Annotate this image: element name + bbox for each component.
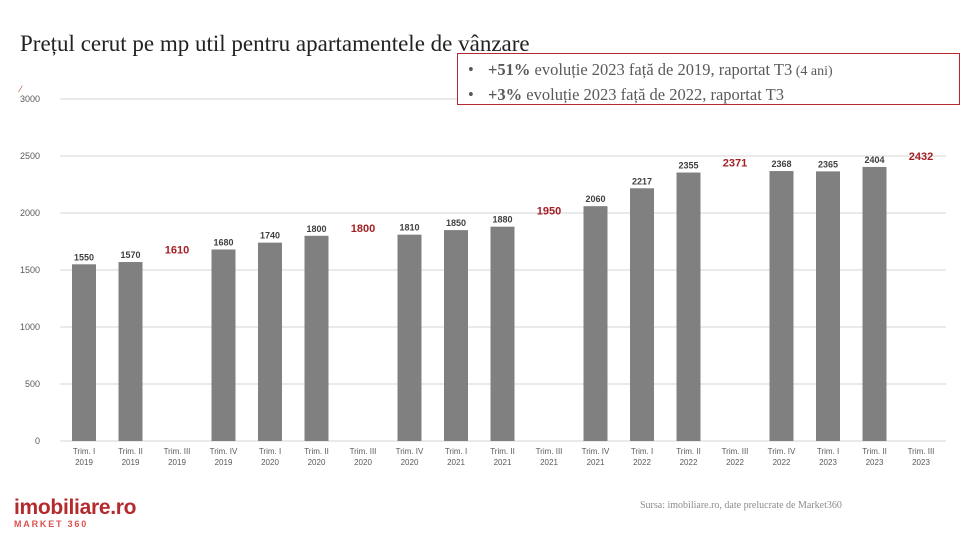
source-note: Sursa: imobiliare.ro, date prelucrate de…	[640, 500, 842, 511]
y-tick-label: 3000	[20, 94, 40, 104]
x-tick-label: Trim. III	[164, 447, 191, 456]
bar	[304, 235, 329, 441]
data-label: 1880	[492, 215, 512, 225]
x-tick-label: Trim. IV	[210, 447, 238, 456]
data-label: 2365	[818, 159, 838, 169]
x-tick-label-year: 2022	[633, 458, 651, 467]
x-tick-label: Trim. I	[631, 447, 653, 456]
x-tick-label: Trim. I	[817, 447, 839, 456]
bar	[676, 172, 701, 441]
bar	[769, 171, 794, 441]
x-tick-label: Trim. II	[676, 447, 701, 456]
data-label: 2217	[632, 176, 652, 186]
y-axis-ticks: 0 500 1000 1500 2000 2500 3000	[20, 94, 40, 446]
x-tick-label-year: 2020	[308, 458, 326, 467]
x-axis-ticks: Trim. I 2019 Trim. II 2019 Trim. III 2019 Trim…	[73, 447, 935, 467]
x-tick-label: Trim. IV	[396, 447, 424, 456]
data-label: 1850	[446, 218, 466, 228]
x-tick-label: Trim. III	[722, 447, 749, 456]
x-tick-label-year: 2021	[540, 458, 558, 467]
x-tick-label-year: 2022	[726, 458, 744, 467]
bar	[862, 166, 887, 441]
x-tick-label: Trim. I	[73, 447, 95, 456]
bar	[72, 264, 96, 441]
x-tick-label-year: 2019	[168, 458, 186, 467]
x-tick-label: Trim. III	[908, 447, 935, 456]
bullet-icon: •	[468, 60, 474, 79]
bar	[118, 262, 143, 441]
bullet-icon: •	[468, 85, 474, 104]
x-tick-label-year: 2023	[866, 458, 884, 467]
data-label: 2368	[771, 159, 791, 169]
data-label: 1800	[306, 224, 326, 234]
callout-box: • +51% evoluție 2023 față de 2019, raport…	[457, 53, 960, 105]
x-tick-label: Trim. II	[304, 447, 329, 456]
x-tick-label: Trim. III	[350, 447, 377, 456]
x-tick-label-year: 2019	[75, 458, 93, 467]
data-label: 2355	[678, 161, 698, 171]
x-tick-label-year: 2021	[494, 458, 512, 467]
x-tick-label-year: 2019	[122, 458, 140, 467]
data-label-highlight: 1800	[351, 223, 375, 235]
x-tick-label: Trim. II	[118, 447, 143, 456]
x-tick-label: Trim. I	[259, 447, 281, 456]
logo-wordmark: imobiliare.ro	[14, 496, 137, 519]
x-tick-label-year: 2020	[354, 458, 372, 467]
bar	[444, 230, 468, 441]
data-labels: 1550 1570 1610 1680 1740 1800 1800 1810 1850 1880…	[74, 151, 933, 263]
data-label: 2404	[864, 155, 884, 165]
bar	[630, 188, 654, 441]
x-tick-label: Trim. II	[490, 447, 515, 456]
callout-line-2022: • +3% evoluție 2023 față de 2022, raporta…	[468, 85, 784, 104]
x-tick-label-year: 2022	[773, 458, 791, 467]
data-label-highlight: 2371	[723, 158, 747, 170]
y-tick-label: 1000	[20, 322, 40, 332]
bar	[583, 206, 608, 441]
bar	[397, 234, 422, 441]
data-label-highlight: 2432	[909, 151, 933, 163]
y-tick-label: 0	[35, 436, 40, 446]
x-tick-label-year: 2021	[447, 458, 465, 467]
x-tick-label-year: 2022	[680, 458, 698, 467]
data-label: 1810	[399, 223, 419, 233]
x-tick-label: Trim. III	[536, 447, 563, 456]
bar	[258, 242, 282, 441]
data-label: 1550	[74, 252, 94, 262]
data-label-highlight: 1950	[537, 206, 561, 218]
slide-mark-icon: ⁄	[20, 84, 22, 94]
bar	[211, 249, 236, 441]
x-tick-label: Trim. IV	[768, 447, 796, 456]
x-tick-label: Trim. II	[862, 447, 887, 456]
y-tick-label: 500	[25, 379, 40, 389]
data-label: 1740	[260, 231, 280, 241]
data-label: 1570	[120, 250, 140, 260]
y-tick-label: 2500	[20, 151, 40, 161]
x-tick-label-year: 2023	[912, 458, 930, 467]
y-tick-label: 1500	[20, 265, 40, 275]
data-label: 2060	[585, 194, 605, 204]
bars	[72, 166, 887, 441]
bar	[490, 226, 515, 441]
data-label: 1680	[213, 237, 233, 247]
data-label-highlight: 1610	[165, 244, 189, 256]
y-tick-label: 2000	[20, 208, 40, 218]
x-tick-label-year: 2020	[261, 458, 279, 467]
x-tick-label-year: 2019	[215, 458, 233, 467]
x-tick-label: Trim. IV	[582, 447, 610, 456]
x-tick-label: Trim. I	[445, 447, 467, 456]
page-title: Prețul cerut pe mp util pentru apartamen…	[20, 31, 530, 56]
x-tick-label-year: 2023	[819, 458, 837, 467]
logo-subtitle: MARKET 360	[14, 519, 89, 529]
brand-logo: imobiliare.ro MARKET 360	[14, 497, 136, 530]
bar	[816, 171, 840, 441]
x-tick-label-year: 2020	[401, 458, 419, 467]
x-tick-label-year: 2021	[587, 458, 605, 467]
callout-line-2019: • +51% evoluție 2023 față de 2019, raport…	[468, 60, 833, 79]
